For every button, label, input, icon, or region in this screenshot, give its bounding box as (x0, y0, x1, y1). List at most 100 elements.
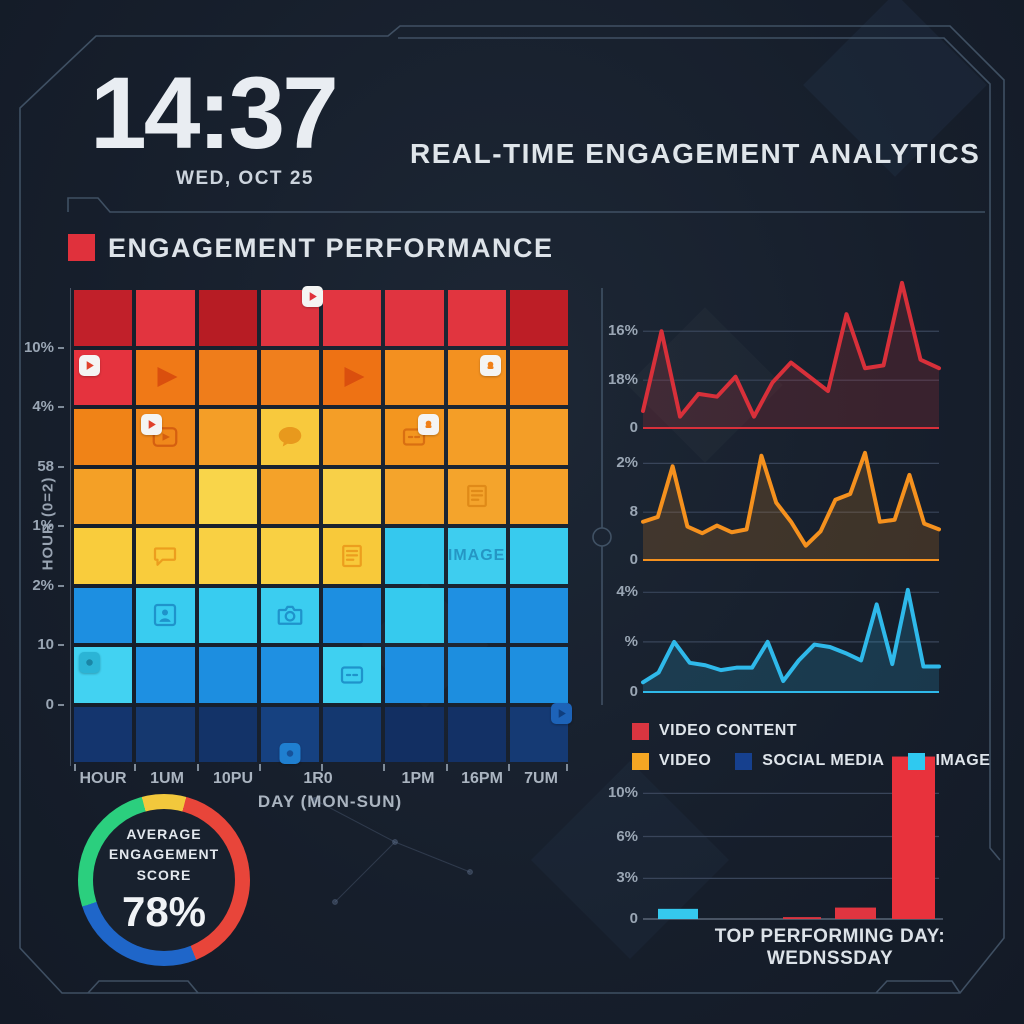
line-chart-2: 2% 8 0 (598, 440, 978, 570)
heatmap-cell-r8c7[interactable] (447, 706, 506, 762)
heatmap-cell-r8c1[interactable] (74, 706, 133, 762)
heatmap-cell-r8c6[interactable] (385, 706, 444, 762)
legend-label: IMAGE (935, 752, 991, 769)
heatmap-x-tickmark (74, 764, 76, 771)
heatmap-cell-r5c5[interactable] (323, 528, 382, 584)
heatmap-cell-r6c5[interactable] (323, 587, 382, 643)
heatmap-cell-r4c3[interactable] (198, 468, 257, 524)
bar-chart-4: 10% 6% 3% 0 (598, 748, 978, 928)
heatmap-cell-r1c6[interactable] (385, 290, 444, 346)
heatmap-cell-r6c1[interactable] (74, 587, 133, 643)
legend-item-image[interactable]: IMAGE (908, 752, 990, 770)
heatmap-cell-r1c4[interactable] (260, 286, 323, 346)
heatmap-cell-r6c8[interactable] (509, 587, 568, 643)
heatmap-cell-r7c3[interactable] (198, 647, 257, 703)
heatmap-cell-r8c3[interactable] (198, 706, 257, 762)
heatmap-x-tick: 10PU (212, 770, 254, 787)
notification-badge-icon (417, 414, 439, 435)
heatmap-cell-r7c7[interactable] (447, 647, 506, 703)
person-photo-icon (154, 604, 177, 627)
section-accent-square (68, 234, 95, 261)
chart-y-tick: 2% (616, 454, 638, 472)
gauge-ring: AVERAGE ENGAGEMENT SCORE 78% (78, 794, 250, 966)
heatmap-cell-r6c3[interactable] (198, 587, 257, 643)
heatmap-cell-r2c6[interactable] (385, 349, 444, 405)
chart-y-tick: 16% (607, 322, 638, 340)
heatmap-cell-r3c1[interactable] (74, 409, 133, 465)
heatmap-cell-r2c1[interactable] (74, 349, 133, 405)
heatmap-cell-r7c1[interactable] (74, 647, 133, 703)
heatmap-cell-label: IMAGE (447, 546, 506, 564)
heatmap-cell-r5c8[interactable] (509, 528, 568, 584)
heatmap-cell-r4c7[interactable] (447, 468, 506, 524)
heatmap-cell-r8c8[interactable] (509, 702, 572, 762)
heatmap-cell-r3c7[interactable] (447, 409, 506, 465)
heatmap-cell-r5c1[interactable] (74, 528, 133, 584)
heatmap-y-tick: 4% (32, 398, 54, 415)
heatmap-cell-r2c5[interactable] (323, 349, 382, 405)
heatmap-cell-r5c4[interactable] (260, 528, 319, 584)
heatmap-cell-r3c5[interactable] (323, 409, 382, 465)
heatmap-cell-r4c2[interactable] (136, 468, 195, 524)
heatmap-cell-r2c2[interactable] (136, 349, 195, 405)
heatmap-cell-r1c3[interactable] (198, 290, 257, 346)
heatmap-cell-r7c5[interactable] (323, 647, 382, 703)
heatmap-cell-r1c5[interactable] (323, 290, 382, 346)
heatmap-y-tickmark (58, 584, 64, 587)
heatmap-cell-r3c2[interactable] (136, 409, 195, 465)
heatmap-cell-r7c2[interactable] (136, 647, 195, 703)
heatmap-cell-r6c6[interactable] (385, 587, 444, 643)
card-outline-icon (341, 666, 364, 684)
heatmap-cell-r7c4[interactable] (260, 647, 319, 703)
heatmap-cell-r4c8[interactable] (509, 468, 568, 524)
heatmap-cell-r1c7[interactable] (447, 290, 506, 346)
gauge-label-line2: ENGAGEMENT SCORE (108, 846, 220, 883)
heatmap-cell-r8c4[interactable] (260, 706, 319, 764)
heatmap-cell-r7c6[interactable] (385, 647, 444, 703)
heatmap-cell-r5c2[interactable] (136, 528, 195, 584)
heatmap-cell-r3c6[interactable] (385, 409, 444, 465)
line-chart-3: 4%% 0 (598, 575, 978, 702)
heatmap-x-ticks: HOUR 1UM 10PU 1R0 1PM 16PM 7UM (74, 770, 568, 792)
heatmap-grid: IMAGE (74, 286, 572, 764)
legend-label: SOCIAL MEDIA (762, 752, 885, 769)
legend-row-2: VIDEO SOCIAL MEDIA IMAGE (632, 752, 990, 770)
heatmap-y-tickmark (58, 703, 64, 706)
heatmap-cell-r6c7[interactable] (447, 587, 506, 643)
heatmap-cell-r8c2[interactable] (136, 706, 195, 762)
heatmap-cell-r3c4[interactable] (260, 409, 319, 465)
heatmap-cell-r4c1[interactable] (74, 468, 133, 524)
legend-item-video-content[interactable]: VIDEO CONTENT (632, 722, 797, 740)
heatmap-cell-r2c7[interactable] (447, 349, 506, 405)
heatmap-x-axis-label: DAY (MON-SUN) (257, 792, 403, 811)
page-title: REAL-TIME ENGAGEMENT ANALYTICS (410, 138, 981, 169)
heatmap-cell-r2c4[interactable] (260, 349, 319, 405)
legend-label: VIDEO CONTENT (659, 722, 798, 739)
heatmap-cell-r1c8[interactable] (509, 290, 568, 346)
heatmap-cell-r1c2[interactable] (136, 290, 195, 346)
chart-y-tick: % (624, 632, 638, 650)
heatmap-cell-r3c8[interactable] (509, 409, 568, 465)
heatmap-cell-r4c6[interactable] (385, 468, 444, 524)
heatmap-cell-r1c1[interactable] (74, 290, 133, 346)
play-badge-icon (301, 286, 323, 307)
legend-item-video[interactable]: VIDEO (632, 752, 711, 770)
heatmap-cell-r2c3[interactable] (198, 349, 257, 405)
heatmap-cell-r6c4[interactable] (260, 587, 319, 643)
heatmap-cell-r2c8[interactable] (509, 349, 568, 405)
heatmap-cell-r5c6[interactable] (385, 528, 444, 584)
heatmap-cell-r8c5[interactable] (323, 706, 382, 762)
heatmap-cell-r5c7[interactable]: IMAGE (447, 528, 506, 584)
chart-plot (641, 587, 941, 693)
heatmap-cell-r6c2[interactable] (136, 587, 195, 643)
heatmap-cell-r5c3[interactable] (198, 528, 257, 584)
doc-icon (466, 485, 487, 508)
heatmap-cell-r4c4[interactable] (260, 468, 319, 524)
legend-swatch-icon (632, 722, 649, 740)
play-badge-icon (550, 702, 572, 724)
legend-item-social-media[interactable]: SOCIAL MEDIA (735, 752, 884, 770)
heatmap-cell-r4c5[interactable] (323, 468, 382, 524)
notification-badge-icon (479, 354, 501, 376)
heatmap-cell-r3c3[interactable] (198, 409, 257, 465)
heatmap-cell-r7c8[interactable] (509, 647, 568, 703)
